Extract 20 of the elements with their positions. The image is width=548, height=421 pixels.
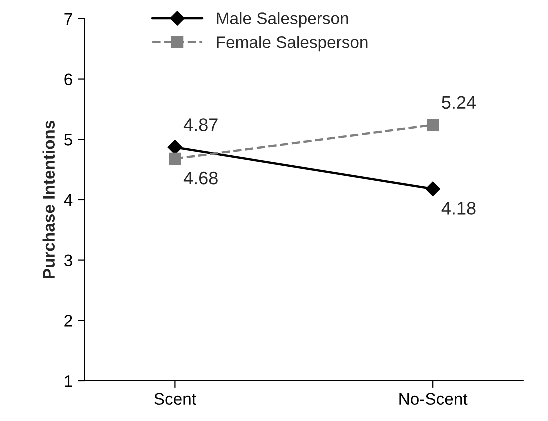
y-tick-label: 2 [64,315,72,327]
data-label: 4.68 [184,172,218,185]
legend-label: Female Salesperson [217,36,368,52]
point [169,152,182,166]
point [427,119,440,132]
y-tick-label: 6 [64,74,72,86]
data-label: 4.87 [184,118,218,132]
data-label: 5.24 [442,96,476,110]
y-tick-label: 7 [64,14,72,25]
y-axis-title: Purchase Intentions [42,121,56,278]
point [426,182,440,197]
point [168,140,183,155]
y-tick-label: 4 [64,194,73,206]
legend-label: Male Salesperson [217,12,348,28]
y-tick-label: 3 [64,254,72,267]
y-tick-label: 1 [65,376,72,388]
y-tick-label: 5 [64,134,72,146]
x-tick-label: No-Scent [400,393,468,406]
x-tick-label: Scent [154,393,196,406]
data-label: 4.18 [442,202,476,215]
